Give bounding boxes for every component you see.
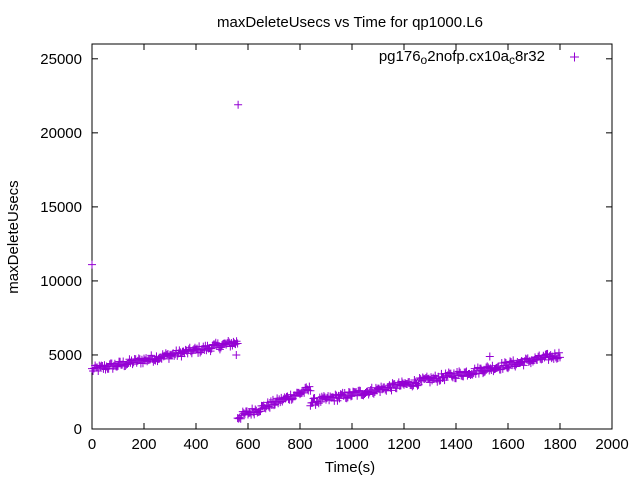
plot-frame [91,43,613,430]
y-tick-label: 10000 [40,273,82,290]
legend-label-part: o [421,53,428,67]
legend: pg176o2nofp.cx10ac8r32 [379,48,579,67]
data-point [161,349,170,358]
x-tick-label: 600 [235,436,260,453]
data-point [459,372,468,381]
x-tick-label: 1200 [387,436,420,453]
data-point [270,401,278,410]
data-point [414,380,423,389]
legend-label: pg176o2nofp.cx10ac8r32 [379,48,545,67]
data-point [387,386,396,395]
data-point [541,350,550,359]
data-point [306,386,315,395]
series-points [88,100,564,423]
x-axis: 0 200 400 600 800 1000 1200 1400 1600 1800 2000 [88,44,629,453]
data-point [112,362,121,371]
data-point [342,394,351,403]
data-point [335,394,344,403]
data-point [556,353,564,362]
legend-label-part: c [509,53,515,67]
data-point [364,390,373,399]
outlier-point [88,260,96,269]
x-tick-label: 2000 [595,436,628,453]
data-point [147,351,156,360]
data-point [226,342,235,351]
data-point [504,364,512,373]
data-point [455,367,464,376]
y-tick-label: 0 [74,421,82,438]
data-point [215,345,224,354]
data-point [287,395,296,404]
x-tick-label: 1000 [335,436,368,453]
data-point [236,414,245,423]
x-tick-label: 1400 [439,436,472,453]
legend-label-part: 2nofp.cx10a [427,48,509,65]
outlier-point [232,350,241,359]
x-tick-label: 1800 [543,436,576,453]
legend-label-part: pg176 [379,48,421,65]
data-point [190,343,199,352]
data-point [256,407,265,416]
y-tick-label: 25000 [40,51,82,68]
data-point [233,339,242,348]
data-point [314,399,323,408]
data-point [413,381,422,390]
data-point [426,378,434,387]
x-tick-label: 800 [287,436,312,453]
data-point [94,367,103,376]
data-point [479,369,488,378]
y-tick-label: 15000 [40,199,82,216]
data-point [554,348,563,357]
legend-label-part: 8r32 [515,48,545,65]
x-axis-label: Time(s) [325,459,375,476]
data-point [149,357,158,366]
y-tick-label: 5000 [49,347,82,364]
data-point [440,376,449,385]
data-point [368,388,377,397]
data-point [305,382,314,391]
x-tick-label: 0 [88,436,96,453]
x-tick-label: 200 [131,436,156,453]
y-axis: 0 5000 10000 15000 20000 25000 [40,51,612,438]
data-point [164,354,173,363]
data-point [550,349,559,358]
x-tick-label: 1600 [491,436,524,453]
data-point [346,392,355,401]
data-point [105,360,114,369]
data-point [128,360,137,369]
y-axis-label: maxDeleteUsecs [5,180,22,293]
data-point [496,365,505,374]
data-point [553,354,562,363]
data-point [519,361,528,370]
outlier-point [485,352,494,361]
data-point [274,399,283,408]
chart-title: maxDeleteUsecs vs Time for qp1000.L6 [217,14,483,31]
x-tick-label: 400 [183,436,208,453]
outlier-point [234,100,243,109]
y-tick-label: 20000 [40,125,82,142]
data-point [480,368,489,377]
data-point [388,379,397,388]
data-point [452,374,460,383]
data-point [356,386,365,395]
data-point [316,397,325,406]
legend-marker [570,52,579,62]
data-point [502,363,511,372]
data-point [498,364,507,373]
